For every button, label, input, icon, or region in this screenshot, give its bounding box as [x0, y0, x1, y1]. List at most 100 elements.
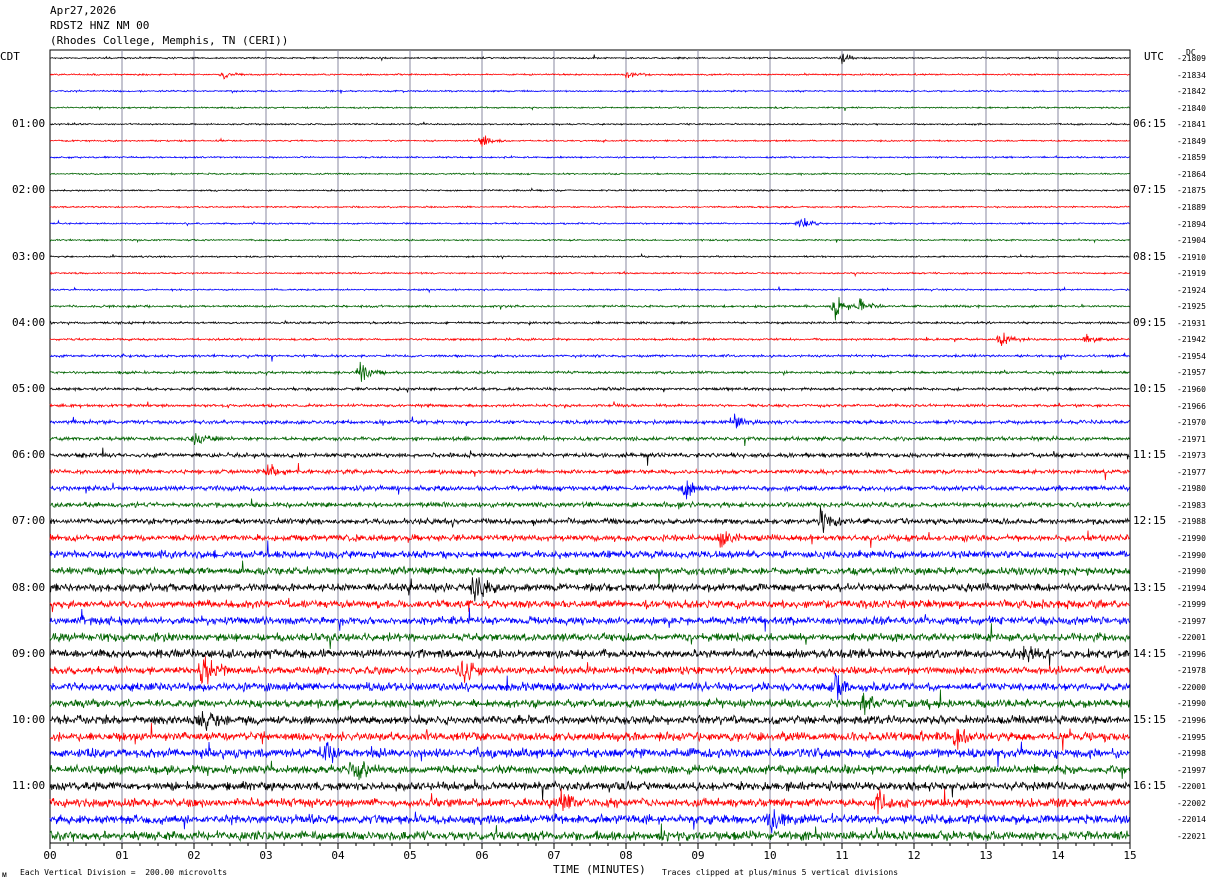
right-hour-label: 07:15 [1133, 183, 1167, 197]
dc-offset-label: -21960 [1177, 385, 1206, 394]
seismic-trace-46 [49, 788, 1130, 815]
seismic-trace-7 [49, 154, 1130, 160]
seismic-trace-12 [49, 237, 1130, 244]
seismic-trace-43 [49, 741, 1130, 768]
left-hour-label: 01:00 [12, 117, 46, 131]
seismic-trace-31 [49, 540, 1130, 560]
header-date: Apr27,2026 [50, 4, 117, 17]
left-hour-label: 09:00 [12, 646, 46, 660]
left-hour-label: 07:00 [12, 514, 46, 528]
seismic-trace-30 [49, 530, 1130, 548]
dc-offset-label: -21971 [1177, 434, 1206, 444]
seismic-trace-37 [49, 645, 1130, 667]
left-hour-label: 04:00 [12, 315, 46, 329]
dc-offset-label: -21841 [1177, 120, 1206, 130]
dc-offset-label: -21931 [1177, 318, 1206, 328]
header-location: (Rhodes College, Memphis, TN (CERI)) [50, 34, 289, 47]
right-hour-label: 10:15 [1133, 382, 1167, 395]
dc-offset-label: -21983 [1177, 500, 1206, 510]
dc-offset-label: -21994 [1177, 583, 1206, 593]
seismic-trace-32 [49, 560, 1130, 585]
seismic-trace-28 [49, 498, 1130, 510]
dc-offset-label: -22021 [1177, 831, 1206, 841]
seismic-trace-48 [49, 823, 1130, 843]
seismic-trace-8 [49, 171, 1130, 177]
dc-offset-label: -21942 [1177, 335, 1206, 345]
dc-label: DC [1186, 48, 1196, 57]
x-tick-label: 03 [259, 849, 273, 862]
header-station: RDST2 HNZ NM 00 [50, 19, 150, 32]
seismic-trace-27 [49, 480, 1130, 500]
left-hour-label: 10:00 [12, 713, 46, 726]
dc-offset-label: -21997 [1177, 616, 1206, 626]
dc-offset-label: -21996 [1177, 649, 1206, 659]
seismic-trace-22 [49, 401, 1130, 410]
seismic-trace-14 [49, 270, 1130, 278]
dc-offset-label: -21859 [1177, 153, 1206, 163]
dc-offset-label: -21925 [1177, 302, 1206, 312]
seismic-trace-9 [49, 187, 1130, 193]
dc-offset-label: -21840 [1177, 103, 1206, 113]
seismic-trace-39 [49, 672, 1130, 701]
dc-offset-label: -21849 [1177, 136, 1206, 146]
left-timezone-label: CDT [0, 50, 20, 63]
seismic-trace-23 [49, 413, 1130, 429]
left-hour-label: 06:00 [12, 448, 46, 462]
seismic-trace-38 [49, 656, 1130, 685]
right-hour-label: 09:15 [1133, 315, 1167, 329]
x-tick-label: 10 [763, 849, 777, 862]
dc-offset-label: -21910 [1177, 252, 1206, 262]
dc-offset-label: -21990 [1177, 550, 1206, 560]
x-tick-label: 09 [691, 849, 705, 862]
seismic-trace-26 [49, 462, 1130, 481]
dc-offset-label: -21834 [1177, 70, 1206, 80]
dc-offset-label: -21990 [1177, 533, 1206, 543]
x-axis-title: TIME (MINUTES) [553, 863, 646, 876]
seismic-trace-25 [49, 447, 1130, 466]
seismic-trace-3 [49, 89, 1130, 94]
dc-offset-label: -21889 [1177, 202, 1206, 212]
left-hour-label: 08:00 [12, 580, 46, 594]
dc-offset-label: -21973 [1177, 451, 1206, 461]
seismic-trace-45 [49, 779, 1130, 801]
x-tick-label: 08 [619, 849, 633, 862]
seismic-trace-21 [49, 386, 1130, 393]
dc-offset-label: -22002 [1177, 798, 1206, 808]
dc-offset-label: -21990 [1177, 699, 1206, 709]
seismic-trace-33 [49, 577, 1130, 602]
seismic-trace-18 [49, 332, 1130, 346]
left-hour-label: 05:00 [12, 382, 46, 395]
right-hour-label: 16:15 [1133, 779, 1167, 793]
dc-offset-label: -21980 [1177, 484, 1206, 494]
dc-offset-label: -21970 [1177, 418, 1206, 428]
dc-offset-label: -22000 [1177, 682, 1206, 692]
x-tick-label: 02 [187, 849, 201, 862]
seismic-trace-36 [49, 623, 1130, 650]
x-tick-label: 01 [115, 849, 129, 862]
right-hour-label: 06:15 [1133, 117, 1167, 131]
right-hour-label: 08:15 [1133, 249, 1167, 263]
dc-offset-label: -21809 [1177, 54, 1206, 63]
seismic-trace-15 [49, 286, 1130, 294]
dc-offset-label: -21954 [1177, 351, 1206, 361]
x-tick-label: 12 [907, 849, 921, 862]
seismic-trace-41 [49, 710, 1130, 731]
right-hour-label: 13:15 [1133, 580, 1167, 594]
dc-offset-label: -21894 [1177, 219, 1206, 229]
seismic-trace-1 [49, 53, 1130, 65]
seismic-trace-29 [49, 507, 1130, 533]
x-tick-label: 06 [475, 849, 489, 862]
left-hour-label: 02:00 [12, 183, 46, 197]
dc-offset-label: -21875 [1177, 186, 1206, 196]
right-hour-label: 15:15 [1133, 713, 1167, 726]
x-tick-label: 13 [979, 849, 993, 862]
vertical-division-note: Each Vertical Division = 200.00 microvol… [20, 868, 228, 877]
seismic-trace-16 [49, 297, 1130, 321]
dc-offset-label: -21998 [1177, 749, 1206, 759]
dc-offset-label: -21842 [1177, 87, 1206, 97]
dc-offset-label: -21990 [1177, 567, 1206, 577]
seismic-trace-5 [49, 121, 1130, 127]
seismic-trace-2 [49, 71, 1130, 80]
right-timezone-label: UTC [1144, 50, 1164, 63]
